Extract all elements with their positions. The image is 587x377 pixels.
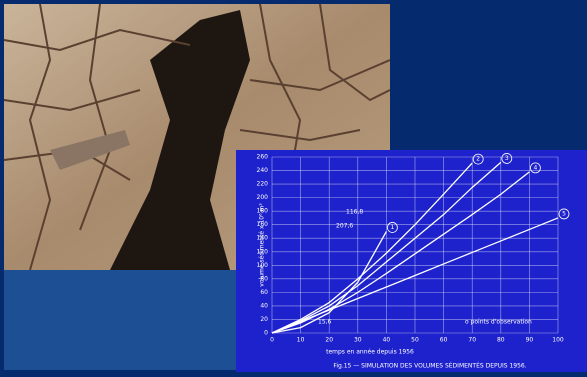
y-axis-label: volume sédimenté x 10⁶ m³ [259,203,266,287]
series-marker-ring [530,162,541,174]
y-tick-label: 160 [257,221,269,228]
x-tick-label: 30 [354,337,362,344]
water-strip [4,270,236,370]
y-tick-label: 100 [257,262,269,269]
y-tick-label: 260 [257,154,269,161]
legend-label: 3 [505,155,509,162]
legend-label: 4 [533,164,537,171]
series-marker-ring [501,153,513,164]
series-marker-ring [558,208,570,220]
y-tick-label: 140 [257,235,269,242]
x-tick-label: 0 [270,337,274,344]
series-line [271,217,559,334]
y-tick-label: 0 [264,330,268,337]
y-tick-label: 240 [257,167,269,174]
x-tick-label: 10 [297,337,305,344]
chart-panel [236,150,587,372]
photo [3,3,391,271]
x-axis-label: temps en année depuis 1956 [326,349,414,356]
legend-label: 1 [390,224,394,231]
x-tick-label: 90 [526,337,534,344]
y-tick-label: 20 [260,316,268,323]
y-tick-label: 40 [260,302,268,309]
series-marker-ring [386,222,398,233]
x-tick-label: 100 [552,337,564,344]
legend-note: o points d'observation [465,319,532,326]
y-tick-label: 60 [260,289,268,296]
y-tick-label: 220 [257,181,269,188]
x-tick-label: 60 [440,337,448,344]
legend-label: 5 [562,210,566,217]
annotation: 15,6 [318,319,332,326]
y-tick-label: 200 [257,194,269,201]
series-line [271,161,502,334]
series-marker-ring [472,153,484,165]
annotation: 207,6 [336,223,353,230]
x-tick-label: 50 [411,337,419,344]
x-tick-label: 40 [383,337,391,344]
y-tick-label: 180 [257,208,269,215]
x-tick-label: 20 [325,337,333,344]
annotation: 116,8 [346,209,363,216]
x-tick-label: 80 [497,337,505,344]
legend-label: 2 [476,156,480,163]
caption: Fig.15 — SIMULATION DES VOLUMES SÉDIMENT… [333,362,526,370]
x-tick-label: 70 [468,337,476,344]
y-tick-label: 80 [260,275,268,282]
y-tick-label: 120 [257,248,269,255]
series-line [271,162,473,334]
series-line [271,231,387,334]
